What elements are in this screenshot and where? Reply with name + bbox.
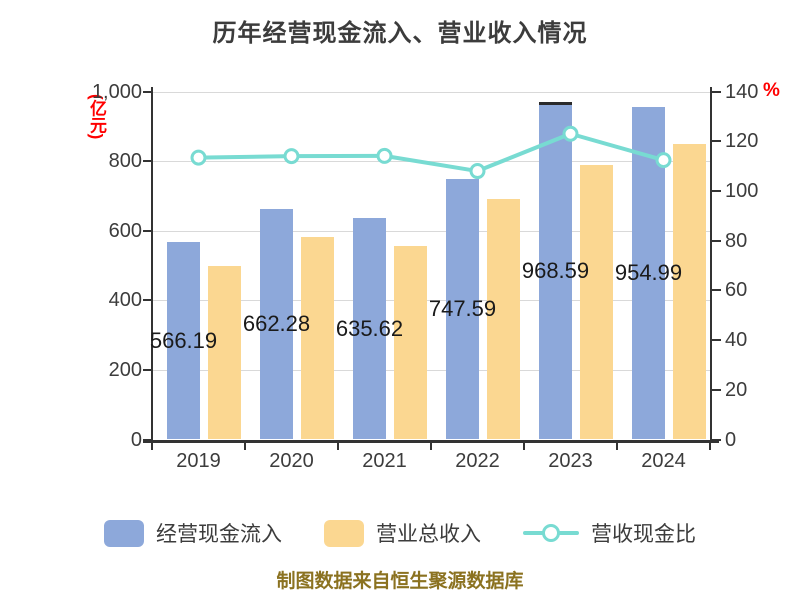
y-axis-right-tick [712, 289, 721, 292]
x-axis-tick [709, 441, 711, 450]
x-axis-tick [430, 441, 432, 450]
bar-revenue-2023 [579, 165, 613, 440]
footer-note: 制图数据来自恒生聚源数据库 [276, 571, 524, 592]
x-axis-label-2021: 2021 [362, 449, 407, 472]
y-axis-left-tick-label: 800 [108, 150, 142, 173]
page-title: 历年经营现金流入、营业收入情况 [212, 20, 588, 47]
bar-revenue-2022 [486, 198, 520, 440]
x-axis-tick [151, 441, 153, 450]
ratio-marker-2022 [469, 163, 486, 180]
y-axis-left-tick-label: 400 [108, 289, 142, 312]
y-axis-right-tick-label: 140 [725, 80, 759, 103]
x-axis-line [143, 439, 719, 443]
y-axis-right-tick [712, 239, 721, 242]
bar-cash-2021 [353, 218, 386, 440]
bar-revenue-2021 [393, 245, 427, 440]
y-axis-right-tick-label: 40 [725, 329, 748, 352]
gridline [152, 300, 710, 302]
y-axis-left-line [151, 86, 153, 441]
y-axis-left-tick-label: 200 [108, 358, 142, 381]
legend-label-cash-inflow: 经营现金流入 [156, 523, 282, 546]
legend-line-marker-icon [523, 524, 579, 542]
legend-circle-marker-icon [542, 524, 560, 542]
bar-value-label-2024: 954.99 [614, 260, 683, 286]
y-axis-right-tick-label: 120 [725, 130, 759, 153]
y-axis-right-tick [712, 438, 721, 441]
y-axis-left-tick-label: 1,000 [91, 80, 142, 103]
y-axis-left-tick [143, 438, 152, 441]
bar-cash-2020 [260, 209, 293, 440]
x-axis-label-2023: 2023 [548, 449, 593, 472]
gridline [152, 230, 710, 232]
gridline [152, 369, 710, 371]
x-axis-tick [523, 441, 525, 450]
y-axis-left-tick [143, 368, 152, 371]
y-axis-right-tick-label: 20 [725, 378, 748, 401]
x-axis-tick [616, 441, 618, 450]
gridline [152, 161, 710, 163]
y-axis-right-tick [712, 388, 721, 391]
y-axis-right-tick [712, 90, 721, 93]
legend-item-total-revenue: 营业总收入 [324, 518, 481, 548]
legend-label-cash-ratio: 营收现金比 [591, 523, 696, 546]
x-axis-label-2022: 2022 [455, 449, 500, 472]
legend-swatch-total-revenue [324, 519, 364, 547]
y-axis-right-tick [712, 189, 721, 192]
gridline [152, 91, 710, 93]
x-axis-label-2024: 2024 [641, 449, 686, 472]
bar-revenue-2024 [672, 143, 706, 440]
y-axis-right-tick-label: 60 [725, 279, 748, 302]
x-axis-label-2020: 2020 [269, 449, 314, 472]
y-axis-right-tick [712, 339, 721, 342]
bar-value-label-2023: 968.59 [521, 257, 590, 283]
x-axis-tick [337, 441, 339, 450]
bar-value-label-2021: 635.62 [335, 315, 404, 341]
legend-label-total-revenue: 营业总收入 [376, 523, 481, 546]
x-axis-label-2019: 2019 [176, 449, 221, 472]
y-axis-left-tick [143, 90, 152, 93]
bar-revenue-2019 [207, 265, 241, 440]
bar-value-label-2022: 747.59 [428, 296, 497, 322]
y-axis-right-tick-label: 0 [725, 428, 737, 451]
y-axis-right-tick [712, 140, 721, 143]
legend-swatch-cash-inflow [104, 519, 144, 547]
y-axis-right-tick-label: 80 [725, 229, 748, 252]
bar-revenue-2020 [300, 237, 334, 440]
legend-item-cash-inflow: 经营现金流入 [104, 518, 282, 548]
y-axis-right-tick-label: 100 [725, 179, 759, 202]
y-axis-left-tick [143, 160, 152, 163]
y-axis-left-unit: (亿元) [87, 94, 106, 140]
bar-cash-2022 [446, 179, 479, 440]
x-axis-tick [244, 441, 246, 450]
bar-cash-2019 [167, 242, 200, 440]
y-axis-right-unit: % [763, 80, 780, 101]
legend: 经营现金流入 营业总收入 营收现金比 [0, 518, 800, 548]
ratio-marker-2019 [190, 149, 207, 166]
y-axis-left-tick [143, 299, 152, 302]
legend-item-cash-ratio: 营收现金比 [523, 518, 696, 548]
y-axis-right-line [710, 86, 712, 441]
y-axis-left-tick-label: 0 [130, 428, 142, 451]
y-axis-left-tick-label: 600 [108, 219, 142, 242]
bar-value-label-2020: 662.28 [242, 311, 311, 337]
bar-value-label-2019: 566.19 [149, 327, 218, 353]
y-axis-left-tick [143, 229, 152, 232]
